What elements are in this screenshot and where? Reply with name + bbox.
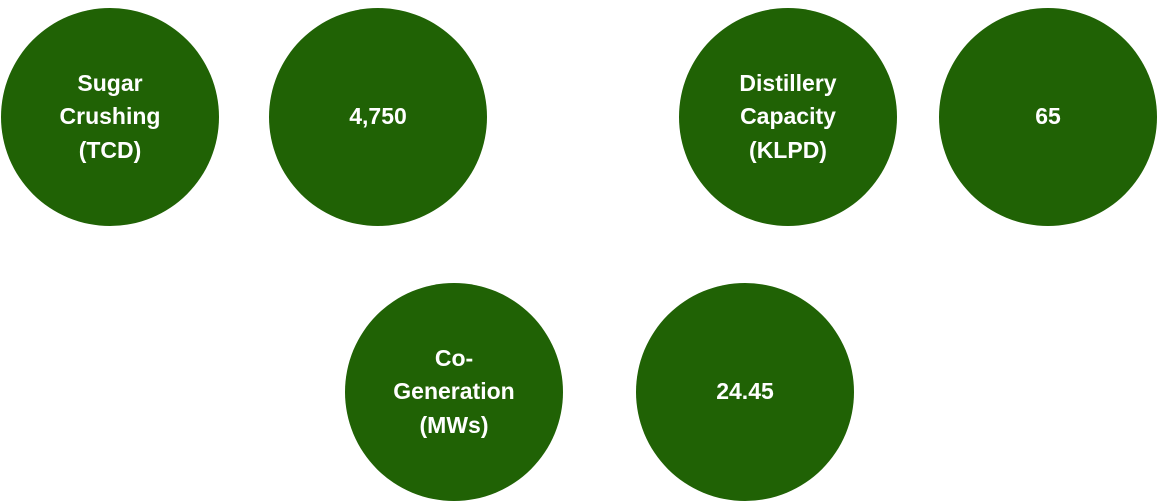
stat-label: Distillery Capacity (KLPD): [739, 69, 837, 163]
stat-label: Sugar Crushing (TCD): [59, 69, 161, 163]
stat-value: 24.45: [716, 378, 774, 405]
stat-value: 65: [1035, 103, 1061, 130]
stat-value-circle: 24.45: [636, 283, 854, 501]
stat-label-circle: Sugar Crushing (TCD): [1, 8, 219, 226]
stat-label: Co-Generation (MWs): [393, 344, 515, 438]
stat-label-circle: Co-Generation (MWs): [345, 283, 563, 501]
stat-value-circle: 65: [939, 8, 1157, 226]
stat-label-circle: Distillery Capacity (KLPD): [679, 8, 897, 226]
stat-value-circle: 4,750: [269, 8, 487, 226]
stat-value: 4,750: [349, 103, 407, 130]
